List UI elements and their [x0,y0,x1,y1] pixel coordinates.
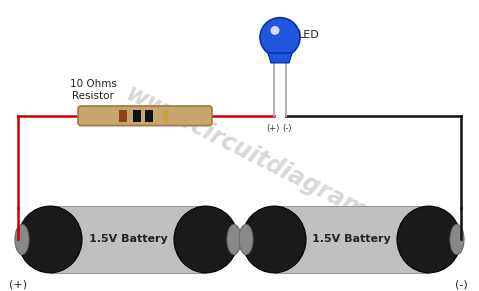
Text: (+): (+) [9,280,27,290]
Ellipse shape [260,18,300,57]
Text: LED: LED [298,30,320,40]
Text: (+): (+) [266,124,280,133]
Bar [50,206,206,273]
Ellipse shape [239,224,253,255]
Bar [133,110,141,122]
Bar [145,110,153,122]
Text: (-): (-) [455,280,468,290]
Bar [119,110,127,122]
Text: 1.5V Battery: 1.5V Battery [89,235,167,244]
Text: 1.5V Battery: 1.5V Battery [312,235,391,244]
Ellipse shape [450,224,464,255]
Ellipse shape [15,224,29,255]
Text: www.circuitdiagram.org: www.circuitdiagram.org [122,81,419,249]
Ellipse shape [242,206,306,273]
FancyBboxPatch shape [78,106,212,126]
Text: (-): (-) [282,124,292,133]
Ellipse shape [227,224,241,255]
Ellipse shape [174,206,238,273]
Bar [274,206,429,273]
Ellipse shape [18,206,82,273]
Bar [163,110,168,122]
Ellipse shape [271,26,280,35]
Ellipse shape [397,206,461,273]
Text: 10 Ohms
Resistor: 10 Ohms Resistor [69,79,116,101]
Polygon shape [268,53,292,63]
